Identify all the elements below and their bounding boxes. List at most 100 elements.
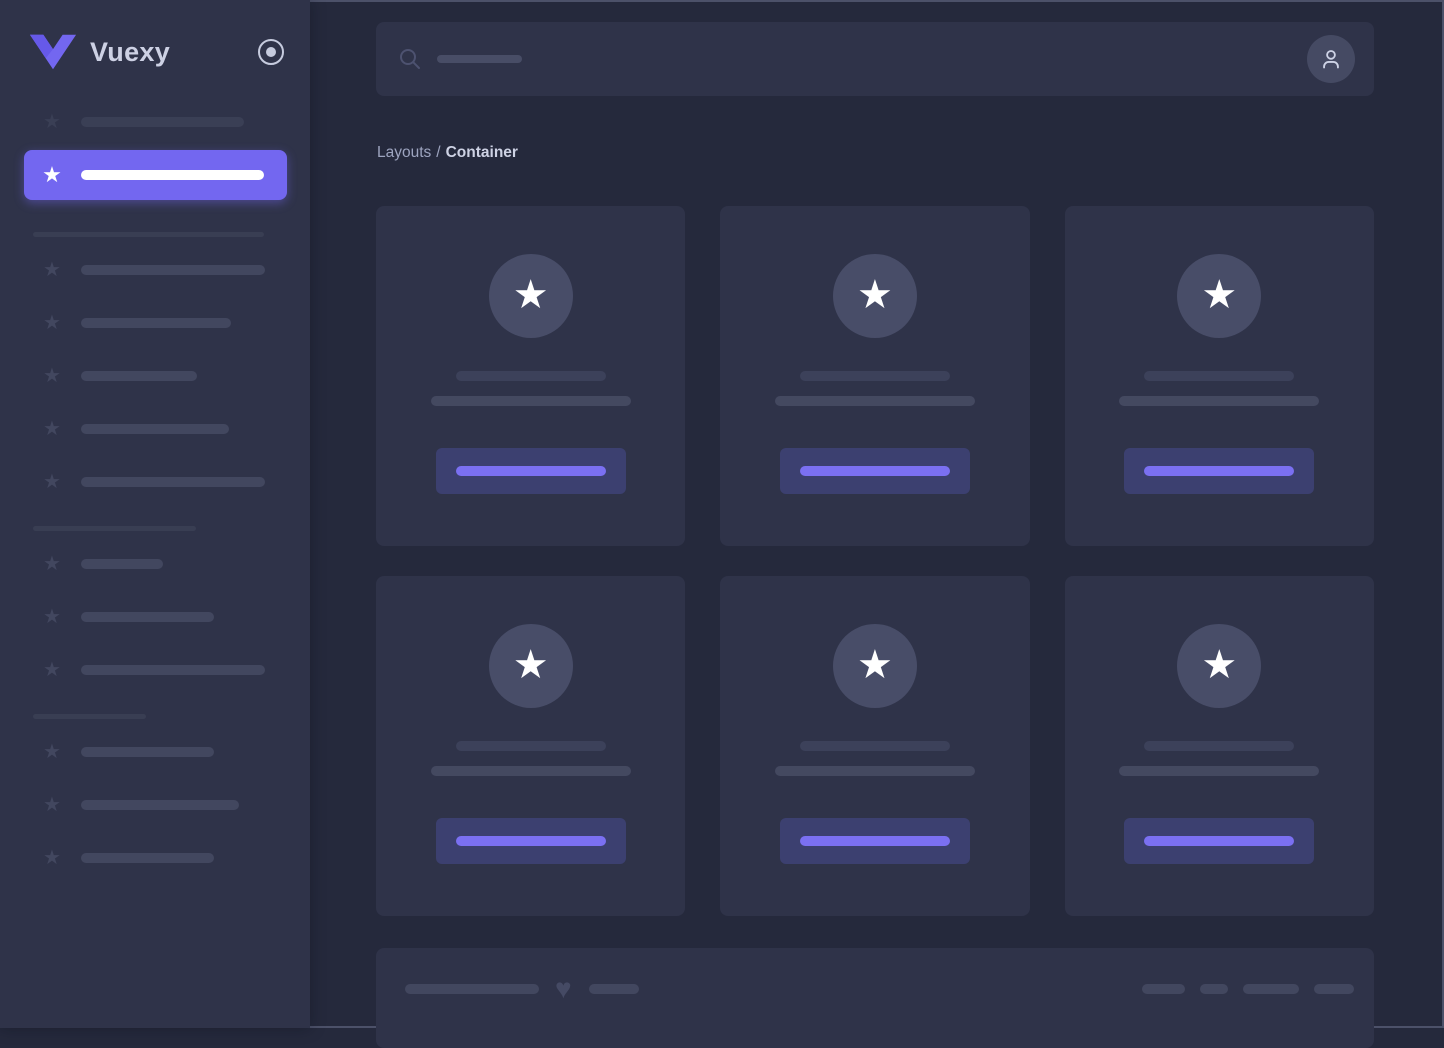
- card-title-placeholder: [455, 371, 606, 381]
- card-button[interactable]: [779, 448, 970, 494]
- breadcrumb: Layouts / Container: [377, 144, 518, 162]
- star-icon: ★: [43, 259, 61, 281]
- sidebar-nav-item[interactable]: ★: [0, 658, 310, 682]
- card-avatar-circle: ★: [1177, 624, 1262, 708]
- footer-link-placeholder: [1314, 984, 1354, 994]
- card-subtitle-placeholder: [1119, 396, 1320, 406]
- nav-label-placeholder: [81, 318, 231, 328]
- star-icon: ★: [43, 312, 61, 334]
- sidebar-nav-item[interactable]: ★: [0, 311, 310, 335]
- sidebar-nav-item[interactable]: ★: [0, 552, 310, 576]
- sidebar-nav-item-ghost[interactable]: ★: [0, 110, 310, 134]
- card-button[interactable]: [435, 818, 626, 864]
- star-icon: ★: [43, 659, 61, 681]
- card-title-placeholder: [799, 741, 950, 751]
- card-button[interactable]: [779, 818, 970, 864]
- nav-label-placeholder: [81, 853, 214, 863]
- star-icon: ★: [43, 111, 61, 133]
- nav-label-placeholder: [81, 170, 264, 180]
- card-title-placeholder: [1144, 371, 1295, 381]
- card-title-placeholder: [455, 741, 606, 751]
- demo-card: ★: [376, 206, 686, 546]
- footer-text-placeholder: [588, 984, 639, 994]
- demo-card: ★: [1064, 576, 1374, 916]
- card-avatar-circle: ★: [832, 624, 917, 708]
- sidebar-nav-item-active[interactable]: ★: [24, 150, 287, 200]
- card-avatar-circle: ★: [1177, 254, 1262, 338]
- nav-label-placeholder: [81, 424, 229, 434]
- user-icon: [1323, 50, 1339, 69]
- card-subtitle-placeholder: [1119, 766, 1320, 776]
- demo-card: ★: [720, 206, 1030, 546]
- card-button[interactable]: [1124, 818, 1315, 864]
- star-icon: ★: [43, 606, 61, 628]
- search-icon: [400, 49, 420, 69]
- nav-label-placeholder: [81, 265, 265, 275]
- record-circle-dot: [266, 47, 276, 57]
- demo-card: ★: [1064, 206, 1374, 546]
- sidebar: Vuexy ★ ★ ★ ★ ★ ★ ★ ★ ★ ★ ★ ★ ★: [0, 0, 310, 1028]
- star-icon: ★: [1201, 642, 1238, 687]
- footer-links: [1142, 984, 1354, 994]
- nav-label-placeholder: [81, 117, 244, 127]
- demo-card: ★: [720, 576, 1030, 916]
- sidebar-nav-item[interactable]: ★: [0, 740, 310, 764]
- sidebar-nav-item[interactable]: ★: [0, 364, 310, 388]
- demo-card: ★: [376, 576, 686, 916]
- sidebar-nav-item[interactable]: ★: [0, 793, 310, 817]
- star-icon: ★: [43, 418, 61, 440]
- cards-grid: ★ ★ ★ ★ ★ ★: [376, 206, 1374, 916]
- star-icon: ★: [1201, 272, 1238, 317]
- heart-icon: ♥: [555, 973, 572, 1004]
- sidebar-nav-sections: ★ ★ ★ ★ ★ ★ ★ ★ ★ ★ ★: [0, 232, 310, 870]
- nav-section-header-placeholder: [33, 714, 146, 719]
- sidebar-header: Vuexy: [0, 0, 310, 72]
- card-button-label-placeholder: [799, 466, 950, 476]
- star-icon: ★: [43, 365, 61, 387]
- nav-section-header-placeholder: [33, 526, 196, 531]
- star-icon: ★: [43, 471, 61, 493]
- vuexy-logo: [29, 34, 77, 70]
- nav-label-placeholder: [81, 800, 239, 810]
- footer-link-placeholder: [1200, 984, 1228, 994]
- card-title-placeholder: [799, 371, 950, 381]
- star-icon: ★: [43, 741, 61, 763]
- card-button[interactable]: [435, 448, 626, 494]
- footer-card: ♥: [376, 948, 1374, 1048]
- sidebar-nav-item[interactable]: ★: [0, 417, 310, 441]
- star-icon: ★: [43, 553, 61, 575]
- record-circle-icon[interactable]: [258, 39, 284, 65]
- footer-inner: ♥: [405, 973, 1354, 1004]
- star-icon: ★: [43, 847, 61, 869]
- search-input-placeholder: [437, 55, 522, 63]
- sidebar-nav-item[interactable]: ★: [0, 605, 310, 629]
- card-button-label-placeholder: [455, 466, 606, 476]
- avatar[interactable]: [1307, 35, 1355, 83]
- card-subtitle-placeholder: [430, 396, 631, 406]
- card-avatar-circle: ★: [488, 254, 573, 338]
- star-icon: ★: [43, 794, 61, 816]
- card-avatar-circle: ★: [832, 254, 917, 338]
- card-button-label-placeholder: [455, 836, 606, 846]
- card-button[interactable]: [1124, 448, 1315, 494]
- card-title-placeholder: [1144, 741, 1295, 751]
- breadcrumb-separator: /: [436, 144, 441, 161]
- search-bar[interactable]: [376, 22, 1374, 96]
- star-icon: ★: [512, 272, 549, 317]
- nav-label-placeholder: [81, 612, 214, 622]
- nav-label-placeholder: [81, 559, 163, 569]
- card-button-label-placeholder: [799, 836, 950, 846]
- brand-title: Vuexy: [90, 36, 171, 67]
- star-icon: ★: [42, 162, 62, 187]
- sidebar-nav-item[interactable]: ★: [0, 470, 310, 494]
- sidebar-nav-item[interactable]: ★: [0, 258, 310, 282]
- sidebar-nav-item[interactable]: ★: [0, 846, 310, 870]
- nav-section-header-placeholder: [33, 232, 264, 237]
- star-icon: ★: [857, 272, 893, 317]
- card-subtitle-placeholder: [774, 396, 975, 406]
- footer-link-placeholder: [1142, 984, 1185, 994]
- breadcrumb-parent-link[interactable]: Layouts: [377, 144, 432, 161]
- star-icon: ★: [512, 642, 549, 687]
- nav-label-placeholder: [81, 477, 265, 487]
